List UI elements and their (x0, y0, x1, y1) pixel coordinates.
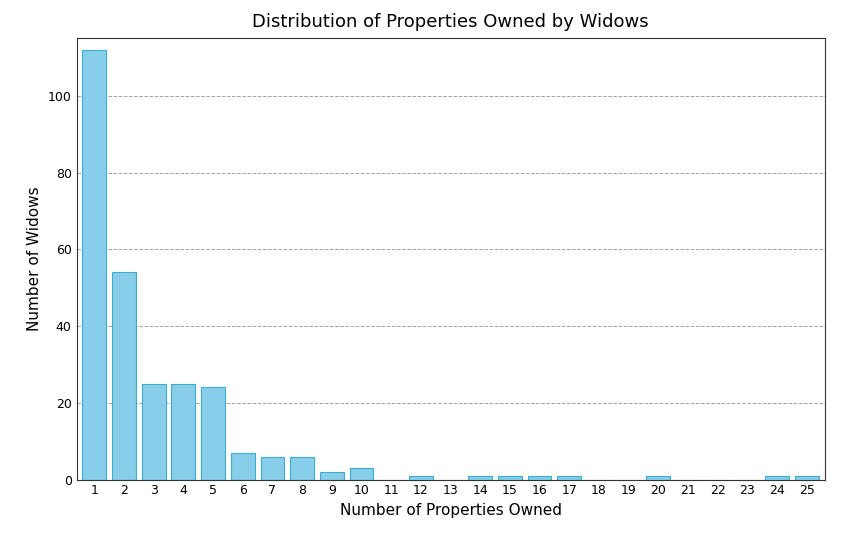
Bar (468, 476, 492, 480)
Bar (201, 387, 225, 480)
Bar (261, 457, 284, 480)
Y-axis label: Number of Widows: Number of Widows (27, 186, 42, 331)
Bar (646, 476, 670, 480)
Bar (498, 476, 522, 480)
Bar (349, 468, 373, 480)
Bar (231, 453, 255, 480)
Bar (558, 476, 581, 480)
X-axis label: Number of Properties Owned: Number of Properties Owned (339, 503, 562, 518)
Bar (765, 476, 789, 480)
Bar (172, 384, 196, 480)
Bar (409, 476, 433, 480)
Title: Distribution of Properties Owned by Widows: Distribution of Properties Owned by Wido… (252, 13, 649, 31)
Bar (142, 384, 166, 480)
Bar (82, 50, 106, 480)
Bar (528, 476, 552, 480)
Bar (320, 472, 343, 480)
Bar (290, 457, 314, 480)
Bar (795, 476, 819, 480)
Bar (112, 272, 136, 480)
